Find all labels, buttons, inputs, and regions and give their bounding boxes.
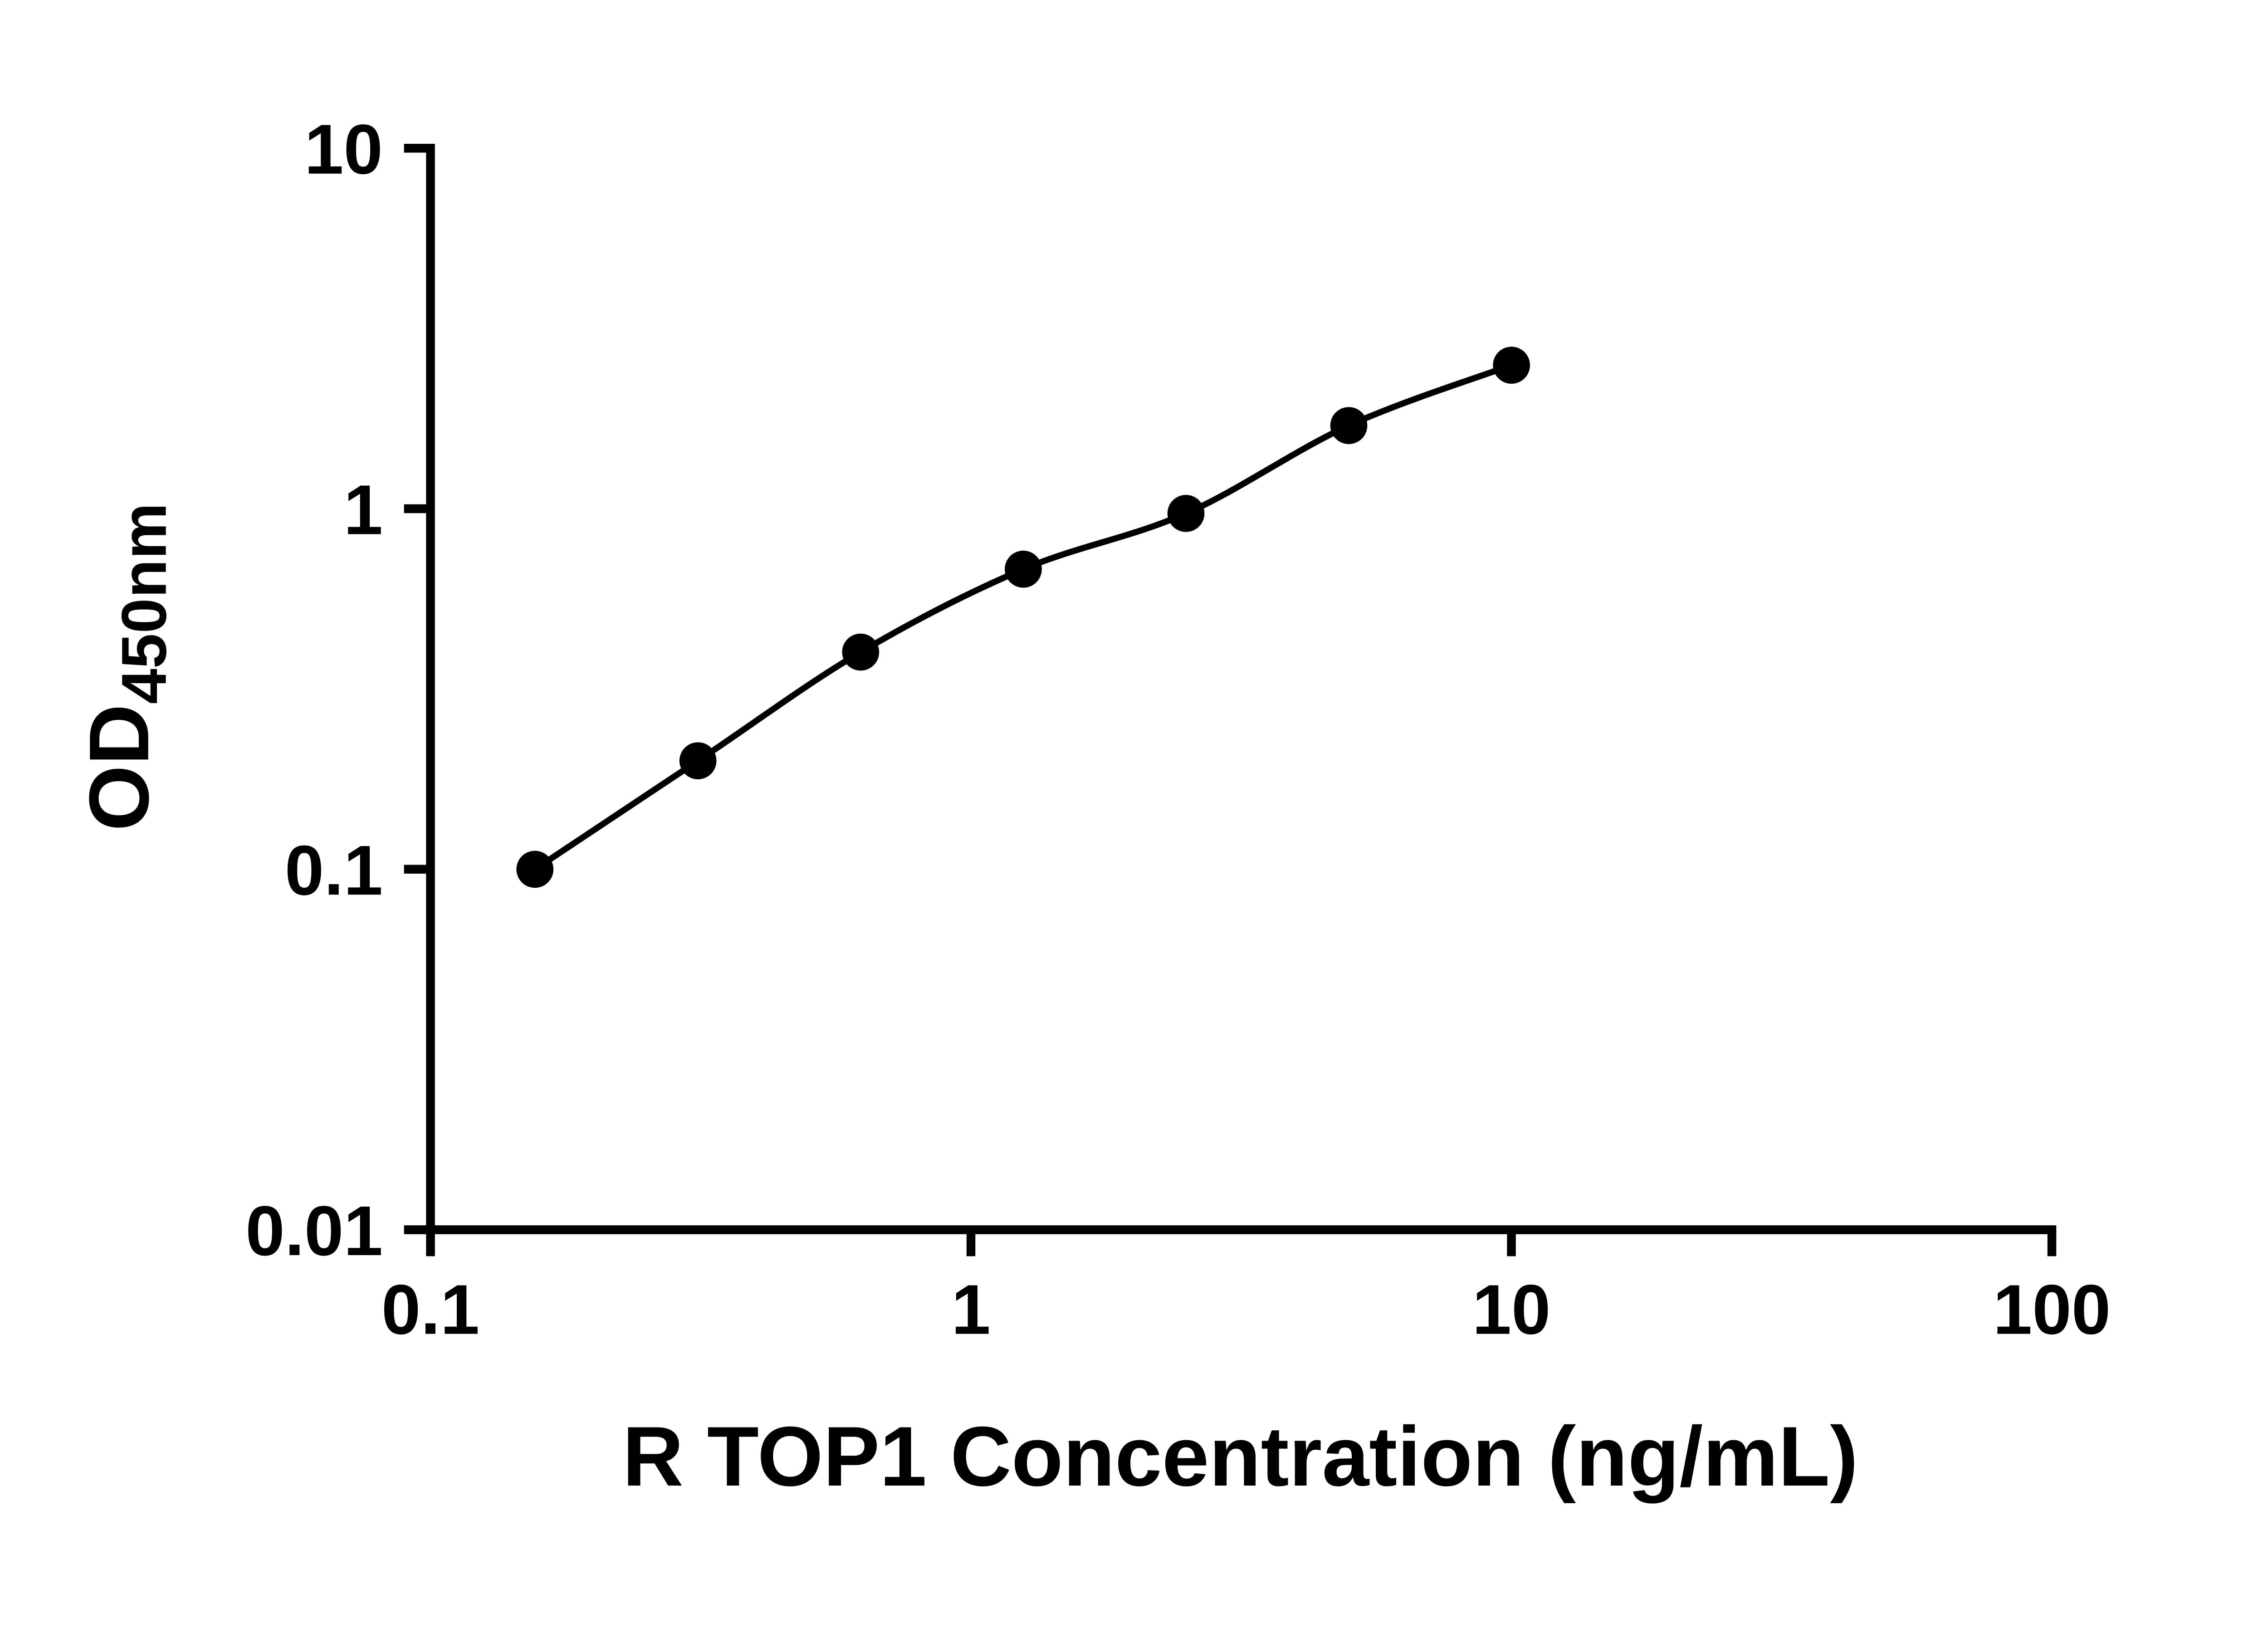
fit-curve [533,362,1513,872]
data-point [679,742,717,780]
y-axis-title-main: OD [72,704,166,831]
y-tick-label: 0.1 [285,831,383,909]
x-axis-title: R TOP1 Concentration (ng/mL) [622,1409,1858,1504]
y-axis-title: OD450nm [72,503,180,831]
data-point [1167,495,1205,532]
data-point [1330,407,1368,444]
data-point [1005,550,1042,588]
x-tick-label: 100 [1993,1270,2111,1349]
y-tick-label: 0.01 [245,1191,383,1270]
y-tick-label: 1 [344,470,383,549]
elisa-standard-curve-figure: 10 1 0.1 0.01 0.1 1 10 100 R TOP1 Concentration… [71,109,2111,1504]
x-tick-label: 1 [951,1270,991,1349]
y-tick-label: 10 [304,110,383,189]
y-axis-title-subscript: 450nm [108,503,180,704]
data-point [516,851,554,888]
x-tick-label: 0.1 [381,1270,479,1349]
x-tick-label: 10 [1472,1270,1551,1349]
data-point [842,633,880,671]
data-point [1493,347,1530,384]
